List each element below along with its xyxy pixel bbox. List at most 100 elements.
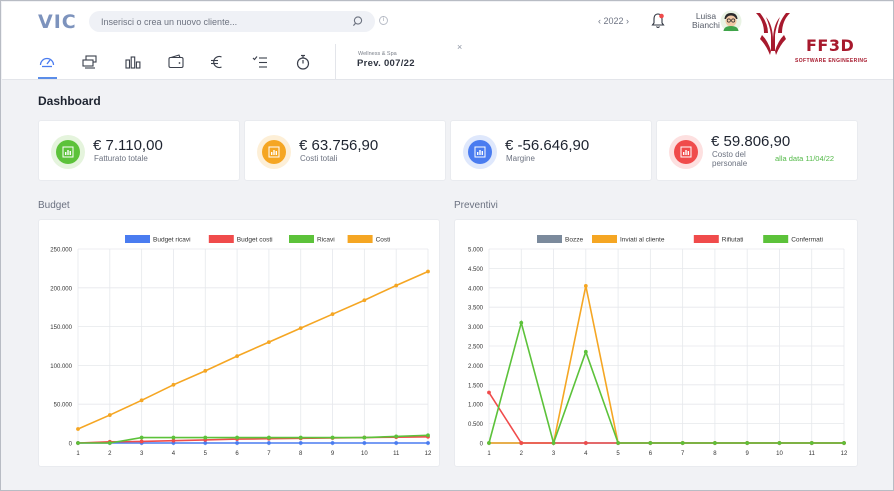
checklist-icon[interactable] <box>251 53 269 71</box>
data-point <box>394 441 399 445</box>
kpi-icon-ring <box>51 135 85 169</box>
page-title: Dashboard <box>38 94 101 108</box>
legend-label: Ricavi <box>317 237 335 244</box>
layers-icon[interactable] <box>81 53 99 71</box>
data-point <box>519 441 524 445</box>
data-point <box>680 441 685 445</box>
data-point <box>426 269 430 274</box>
y-tick-label: 1.500 <box>468 383 484 389</box>
data-point <box>203 435 208 440</box>
brand-logo-icon <box>756 13 790 55</box>
x-tick-label: 10 <box>361 451 368 457</box>
data-point <box>107 441 112 445</box>
y-tick-label: 0.500 <box>468 422 484 428</box>
y-tick-label: 5.000 <box>468 248 484 254</box>
data-point <box>583 283 588 288</box>
chart-icon <box>468 140 492 164</box>
kpi-card-revenue: € 7.110,00 Fatturato totale <box>38 120 240 181</box>
data-point <box>107 413 112 417</box>
search-input[interactable] <box>101 14 351 29</box>
stopwatch-icon[interactable] <box>294 53 312 71</box>
x-tick-label: 5 <box>204 451 208 457</box>
bell-icon[interactable] <box>650 12 666 30</box>
x-tick-label: 5 <box>616 451 620 457</box>
y-tick-label: 3.000 <box>468 325 484 331</box>
legend-label: Rifiutati <box>722 237 744 244</box>
legend-label: Confermati <box>791 237 823 244</box>
series-line <box>489 285 844 444</box>
data-point <box>777 441 782 445</box>
data-point <box>583 349 588 354</box>
x-tick-label: 4 <box>172 451 176 457</box>
legend-label: Bozze <box>565 237 583 244</box>
data-point <box>267 435 271 440</box>
legend-label: Inviati al cliente <box>620 237 665 244</box>
x-tick-label: 10 <box>776 451 783 457</box>
data-point <box>362 298 367 303</box>
wallet-icon[interactable] <box>167 53 185 71</box>
legend-swatch <box>763 235 789 243</box>
legend-swatch <box>208 235 234 243</box>
data-point <box>76 427 80 431</box>
y-tick-label: 0 <box>480 442 484 448</box>
data-point <box>519 320 524 325</box>
x-tick-label: 2 <box>108 451 112 457</box>
series-line <box>488 319 844 446</box>
preventivi-section-title: Preventivi <box>454 200 498 211</box>
user-name[interactable]: Luisa Bianchi <box>692 11 720 30</box>
data-point <box>203 441 208 445</box>
legend-swatch <box>347 235 373 243</box>
app-logo[interactable]: VIC <box>38 11 77 33</box>
x-tick-label: 6 <box>649 451 653 457</box>
preventivi-chart: 0 0.500 1.000 1.500 2.000 2.500 3.000 3.500 4.00… <box>468 235 848 457</box>
data-point <box>330 441 335 445</box>
x-tick-label: 1 <box>76 451 80 457</box>
quote-tab-title[interactable]: Prev. 007/22 <box>357 58 415 69</box>
y-tick-label: 50.000 <box>54 403 73 409</box>
info-icon[interactable]: i <box>379 16 388 25</box>
search-bar[interactable] <box>89 11 375 32</box>
data-point <box>616 441 620 445</box>
preventivi-chart-card: 0 0.500 1.000 1.500 2.000 2.500 3.000 3.500 4.00… <box>454 219 858 467</box>
data-point <box>235 441 239 445</box>
x-tick-label: 9 <box>331 451 335 457</box>
x-tick-label: 11 <box>393 451 400 457</box>
x-tick-label: 6 <box>235 451 239 457</box>
nav-active-indicator <box>38 77 57 79</box>
avatar[interactable] <box>720 10 742 32</box>
data-point <box>426 433 430 438</box>
y-tick-label: 1.000 <box>468 403 484 409</box>
gauge-icon[interactable] <box>38 53 56 71</box>
data-point <box>394 283 399 288</box>
data-point <box>330 435 335 440</box>
kpi-value: € 63.756,90 <box>299 137 379 154</box>
data-point <box>298 435 303 440</box>
quote-tab-subtitle[interactable]: Wellness & Spa <box>358 51 397 57</box>
data-point <box>487 441 491 445</box>
x-tick-label: 3 <box>140 451 144 457</box>
x-tick-label: 2 <box>520 451 524 457</box>
data-point <box>487 390 491 395</box>
search-icon[interactable] <box>352 15 365 28</box>
x-tick-label: 7 <box>681 451 685 457</box>
close-icon[interactable]: × <box>457 42 463 52</box>
y-tick-label: 2.500 <box>468 345 484 351</box>
x-tick-label: 4 <box>584 451 588 457</box>
data-point <box>426 441 430 445</box>
budget-section-title: Budget <box>38 200 70 211</box>
y-tick-label: 4.500 <box>468 267 484 273</box>
data-point <box>267 340 271 345</box>
x-tick-label: 11 <box>809 451 816 457</box>
x-tick-label: 3 <box>552 451 556 457</box>
year-selector[interactable]: ‹ 2022 › <box>598 16 630 26</box>
data-point <box>235 435 239 440</box>
y-tick-label: 3.500 <box>468 306 484 312</box>
y-tick-label: 200.000 <box>50 286 72 292</box>
kpi-card-costs: € 63.756,90 Costi totali <box>244 120 446 181</box>
euro-icon[interactable] <box>208 53 226 71</box>
legend-swatch <box>289 235 314 243</box>
y-tick-label: 100.000 <box>50 364 72 370</box>
bar-chart-icon[interactable] <box>124 53 142 71</box>
chart-icon <box>56 140 80 164</box>
